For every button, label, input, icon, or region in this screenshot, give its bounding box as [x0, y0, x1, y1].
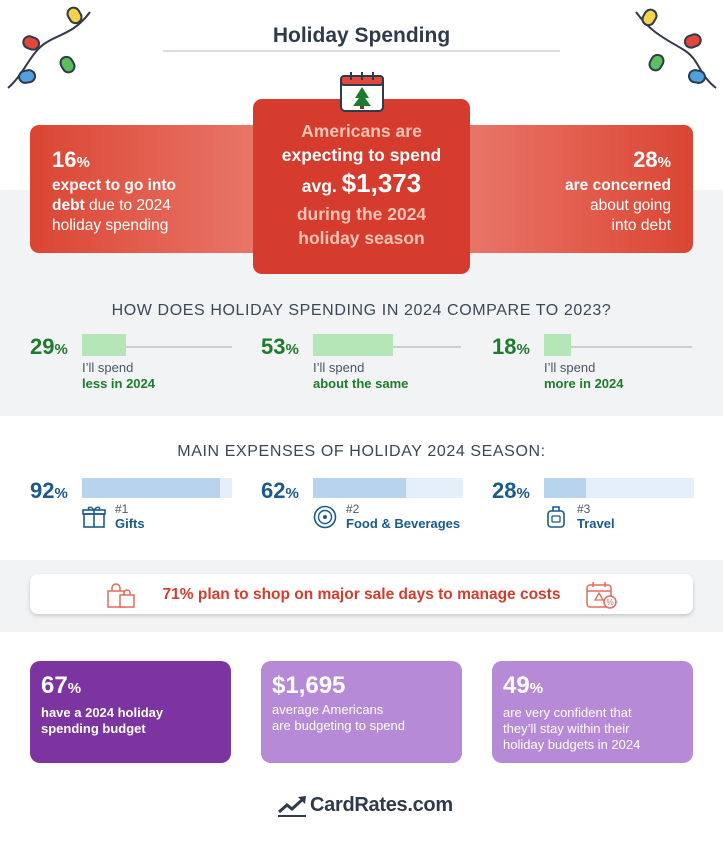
- gift-icon: [82, 506, 106, 528]
- expense-item-travel: 28% #3 Travel: [492, 478, 712, 538]
- bar-label: I’ll spend: [82, 360, 134, 375]
- brand-logo: CardRates.com: [276, 792, 456, 820]
- sale-calendar-icon: %: [586, 582, 617, 609]
- bar-label: I’ll spend: [313, 360, 365, 375]
- expense-rank: #2: [346, 502, 360, 516]
- budget-card-confident: 49% are very confident that they’ll stay…: [492, 661, 693, 763]
- bar-label: about the same: [313, 376, 409, 391]
- stat-text: holiday season: [298, 228, 425, 248]
- stat-text: have a 2024 holiday: [41, 705, 164, 720]
- expenses-heading: MAIN EXPENSES OF HOLIDAY 2024 SEASON:: [177, 443, 546, 460]
- stat-value: 16%: [52, 147, 90, 172]
- stat-text: holiday budgets in 2024: [503, 737, 641, 752]
- stat-text: into debt: [611, 217, 671, 234]
- stat-text: during the 2024: [296, 204, 427, 224]
- bar-fill: [313, 478, 406, 498]
- expense-name: Gifts: [115, 516, 145, 531]
- bar-track: [544, 346, 692, 348]
- tree-calendar-icon: [340, 72, 384, 112]
- expense-name: Travel: [577, 516, 615, 531]
- bar-fill: [82, 478, 220, 498]
- expense-item-food: 62% #2 Food & Beverages: [261, 478, 481, 538]
- stat-value: 29%: [30, 334, 68, 359]
- expense-item-gifts: 92% #1 Gifts: [30, 478, 250, 538]
- stat-value: $1,695: [272, 672, 346, 699]
- bar-label: I’ll spend: [544, 360, 596, 375]
- stat-value: 62%: [261, 478, 299, 503]
- stat-text: expect to go into: [52, 177, 176, 194]
- page-title: Holiday Spending: [272, 24, 451, 47]
- stat-text: are budgeting to spend: [272, 718, 405, 733]
- stat-text: average Americans: [272, 702, 384, 717]
- stat-value: 92%: [30, 478, 68, 503]
- stat-text: expecting to spend: [281, 145, 442, 165]
- shopping-bags-icon: [107, 583, 135, 608]
- stat-text: Americans are: [301, 121, 422, 141]
- stat-value: 18%: [492, 334, 530, 359]
- stat-value: 53%: [261, 334, 299, 359]
- stat-text: due to 2024: [84, 197, 171, 214]
- bar-label: more in 2024: [544, 376, 624, 391]
- expense-rank: #3: [577, 502, 591, 516]
- debt-expectation-card: 16% expect to go into debt due to 2024 h…: [30, 125, 262, 253]
- chart-arrow-icon: [278, 796, 306, 817]
- stat-text: are very confident that: [503, 705, 632, 720]
- stat-text: about going: [589, 197, 671, 214]
- bar-fill: [313, 334, 393, 356]
- string-lights-icon: [635, 8, 717, 89]
- compare-item-same: 53% I’ll spend about the same: [261, 334, 471, 394]
- budget-card-have-budget: 67% have a 2024 holiday spending budget: [30, 661, 231, 763]
- stat-text: holiday spending: [52, 217, 169, 234]
- svg-text:%: %: [606, 598, 613, 607]
- title-divider: [163, 50, 560, 52]
- stat-text: are concerned: [565, 177, 671, 194]
- stat-value: 28%: [633, 147, 671, 172]
- budget-card-average: $1,695 average Americans are budgeting t…: [261, 661, 462, 763]
- bar-track: [82, 346, 232, 348]
- compare-item-more: 18% I’ll spend more in 2024: [492, 334, 702, 394]
- sale-days-banner: [30, 574, 693, 614]
- bulb-green: [59, 55, 76, 74]
- stat-text: they’ll stay within their: [503, 721, 630, 736]
- average-spend-card: Americans are expecting to spend avg. $1…: [253, 99, 470, 274]
- stat-text: spending budget: [41, 721, 146, 736]
- luggage-icon: [547, 506, 565, 528]
- bar-fill: [544, 478, 586, 498]
- compare-item-less: 29% I’ll spend less in 2024: [30, 334, 240, 394]
- expense-name: Food & Beverages: [346, 516, 461, 531]
- bar-label: less in 2024: [82, 376, 155, 391]
- stat-value: avg. $1,373: [301, 168, 422, 198]
- stat-value: 49%: [503, 672, 544, 699]
- stat-text: debt: [52, 197, 85, 214]
- plate-icon: [313, 505, 337, 529]
- brand-name: CardRates.com: [310, 794, 453, 816]
- bar-fill: [544, 334, 571, 356]
- bulb-red: [22, 35, 41, 51]
- bulb-blue: [18, 69, 37, 84]
- stat-value: 28%: [492, 478, 530, 503]
- bulb-yellow: [66, 6, 83, 25]
- expense-rank: #1: [115, 502, 129, 516]
- stat-value: 67%: [41, 672, 82, 699]
- string-lights-icon: [7, 6, 91, 89]
- compare-heading: HOW DOES HOLIDAY SPENDING IN 2024 COMPAR…: [111, 302, 612, 319]
- sale-days-text: 71% plan to shop on major sale days to m…: [162, 586, 561, 603]
- bar-fill: [82, 334, 126, 356]
- debt-concern-card: 28% are concerned about going into debt: [461, 125, 693, 253]
